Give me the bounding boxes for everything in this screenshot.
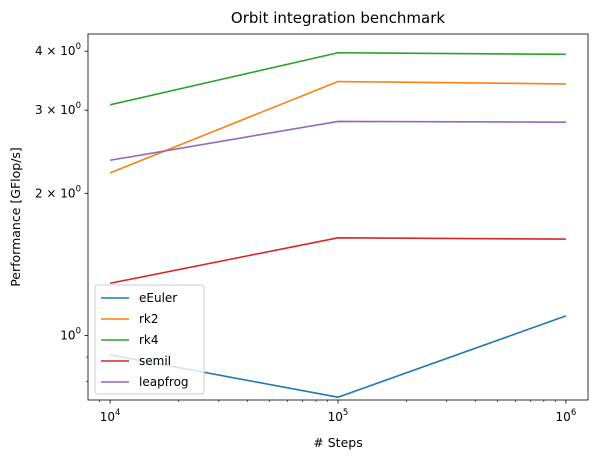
legend-box	[94, 284, 205, 395]
x-tick-label: 105	[328, 408, 349, 424]
legend-label-rk2: rk2	[139, 312, 159, 326]
x-tick-label: 104	[100, 408, 121, 424]
chart-title: Orbit integration benchmark	[231, 9, 445, 27]
y-axis-label: Performance [GFlop/s]	[8, 147, 23, 287]
legend-label-eeuler: eEuler	[139, 291, 177, 305]
y-tick-label: 2 × 100	[35, 184, 81, 200]
plot-frame	[87, 33, 589, 401]
x-axis-ticks: 104 105 106	[100, 400, 577, 424]
legend-label-rk4: rk4	[139, 333, 159, 347]
x-tick-label: 106	[556, 408, 577, 424]
series-line-semii	[109, 237, 566, 285]
y-tick-label: 4 × 100	[35, 42, 81, 58]
series-lines	[109, 51, 567, 399]
series-line-rk4	[109, 51, 566, 106]
legend-label-leapfrog: leapfrog	[139, 375, 189, 389]
x-axis-label: # Steps	[313, 435, 362, 450]
series-line-leapfrog	[109, 120, 566, 162]
legend: eEuler rk2 rk4 semiI leapfrog	[94, 284, 205, 395]
series-line-rk2	[109, 80, 566, 174]
y-tick-label: 3 × 100	[35, 101, 81, 117]
legend-label-semii: semiI	[139, 354, 171, 368]
y-tick-label: 100	[60, 326, 81, 342]
y-axis-ticks: 100 2 × 100 3 × 100 4 × 100	[35, 42, 88, 342]
